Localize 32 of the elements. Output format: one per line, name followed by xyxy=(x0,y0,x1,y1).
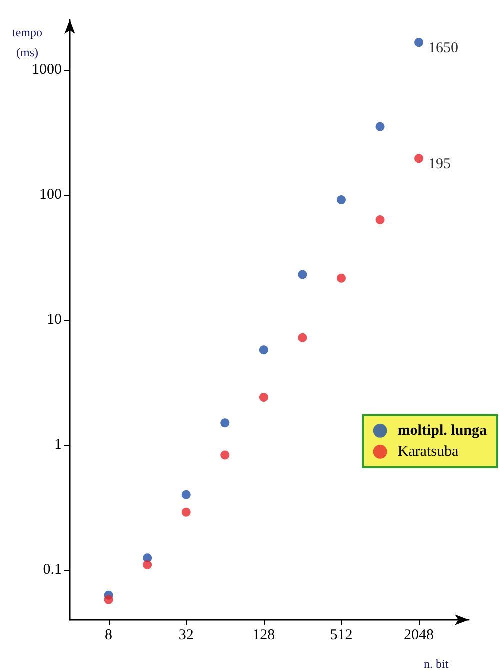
y-tick-label: 1000 xyxy=(32,62,62,78)
point xyxy=(337,196,346,205)
y-tick-label: 100 xyxy=(40,186,62,203)
y-tick-label: 10 xyxy=(47,312,62,328)
point xyxy=(337,274,346,283)
x-axis-title: n. bit xyxy=(424,657,450,670)
y-tick-label: 1 xyxy=(54,437,62,454)
y-axis-title: tempo (ms) xyxy=(12,25,42,60)
legend-label: Karatsuba xyxy=(398,444,459,460)
point xyxy=(182,508,191,517)
point xyxy=(414,38,424,48)
x-tick-label: 2048 xyxy=(404,628,434,644)
x-tick-label: 8 xyxy=(105,628,113,644)
point xyxy=(220,450,230,460)
point xyxy=(298,270,308,280)
point xyxy=(259,393,268,402)
point xyxy=(298,333,308,342)
point xyxy=(376,216,385,224)
data-label: 195 xyxy=(428,156,452,173)
point xyxy=(143,560,152,570)
x-tick-label: 512 xyxy=(330,628,353,644)
point xyxy=(104,595,114,604)
point xyxy=(414,154,424,164)
y-tick-label: 0.1 xyxy=(43,562,62,578)
x-tick-label: 128 xyxy=(252,628,276,644)
point xyxy=(182,490,191,500)
x-tick-label: 32 xyxy=(178,628,194,644)
legend-label: moltipl. lunga xyxy=(398,422,488,439)
point xyxy=(376,122,385,132)
point xyxy=(220,418,230,428)
point xyxy=(259,346,268,355)
data-label: 1650 xyxy=(428,40,459,57)
